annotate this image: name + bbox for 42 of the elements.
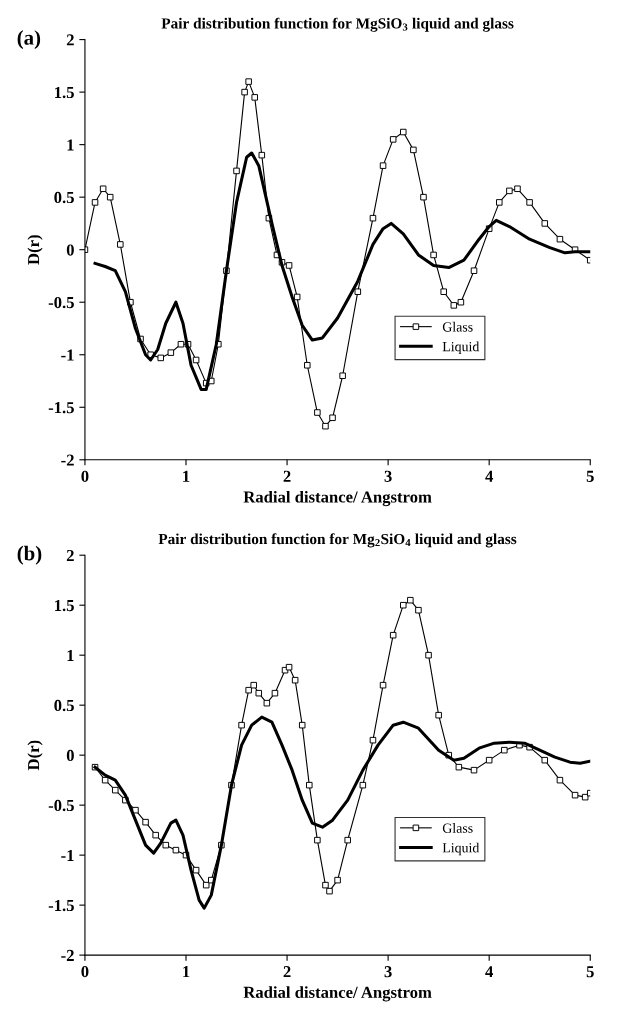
y-tick-label: 0 (66, 244, 74, 256)
y-tick-label: -2 (61, 454, 74, 466)
y-tick-label: 2 (66, 549, 74, 561)
y-tick-label: -1.5 (48, 899, 74, 912)
y-tick-label: 0 (66, 749, 74, 762)
y-tick-label: -0.5 (48, 296, 74, 309)
legend-label: Liquid (442, 842, 480, 856)
x-tick-label: 1 (183, 966, 190, 978)
text: (b) (17, 545, 42, 565)
y-tick-label: -1 (61, 849, 74, 861)
x-tick-label: 4 (485, 966, 494, 978)
chart-title: Pair distribution function for MgSiO$_{3}$ liquid and glass (161, 17, 514, 32)
legend-label: Glass (442, 823, 473, 833)
x-tick-label: 5 (586, 966, 594, 978)
y-tick-label: -2 (61, 949, 74, 961)
y-axis-title: D(r) (27, 740, 43, 771)
y-axis-title: D(r) (27, 235, 43, 265)
y-tick-label: 1 (67, 649, 74, 661)
legend-label: Liquid (442, 341, 480, 355)
x-tick-label: 0 (81, 966, 89, 978)
x-tick-label: 2 (283, 966, 291, 978)
legend-label: Glass (442, 321, 473, 332)
y-tick-label: -0.5 (48, 799, 74, 812)
x-tick-label: 1 (183, 470, 190, 482)
y-tick-label: 1.5 (55, 86, 74, 99)
y-tick-label: 0.5 (54, 699, 74, 712)
x-axis-title: Radial distance/ Angstrom (243, 986, 432, 1002)
y-tick-label: 1 (67, 139, 74, 151)
x-tick-label: 3 (384, 966, 392, 978)
x-tick-label: 0 (81, 470, 89, 482)
x-tick-label: 3 (384, 470, 392, 482)
y-tick-label: 1.5 (55, 599, 74, 612)
y-tick-label: -1.5 (48, 402, 74, 414)
x-tick-label: 5 (586, 470, 594, 482)
text: (a) (17, 30, 41, 50)
x-tick-label: 4 (485, 470, 494, 482)
y-tick-label: 2 (66, 34, 74, 46)
chart-title: Pair distribution function for Mg$_{2}$SiO$_{4}$ liquid and glass (158, 533, 517, 548)
y-tick-label: -1 (61, 349, 74, 361)
y-tick-label: 0.5 (54, 191, 74, 204)
x-tick-label: 2 (283, 470, 291, 482)
x-axis-title: Radial distance/ Angstrom (243, 490, 432, 507)
